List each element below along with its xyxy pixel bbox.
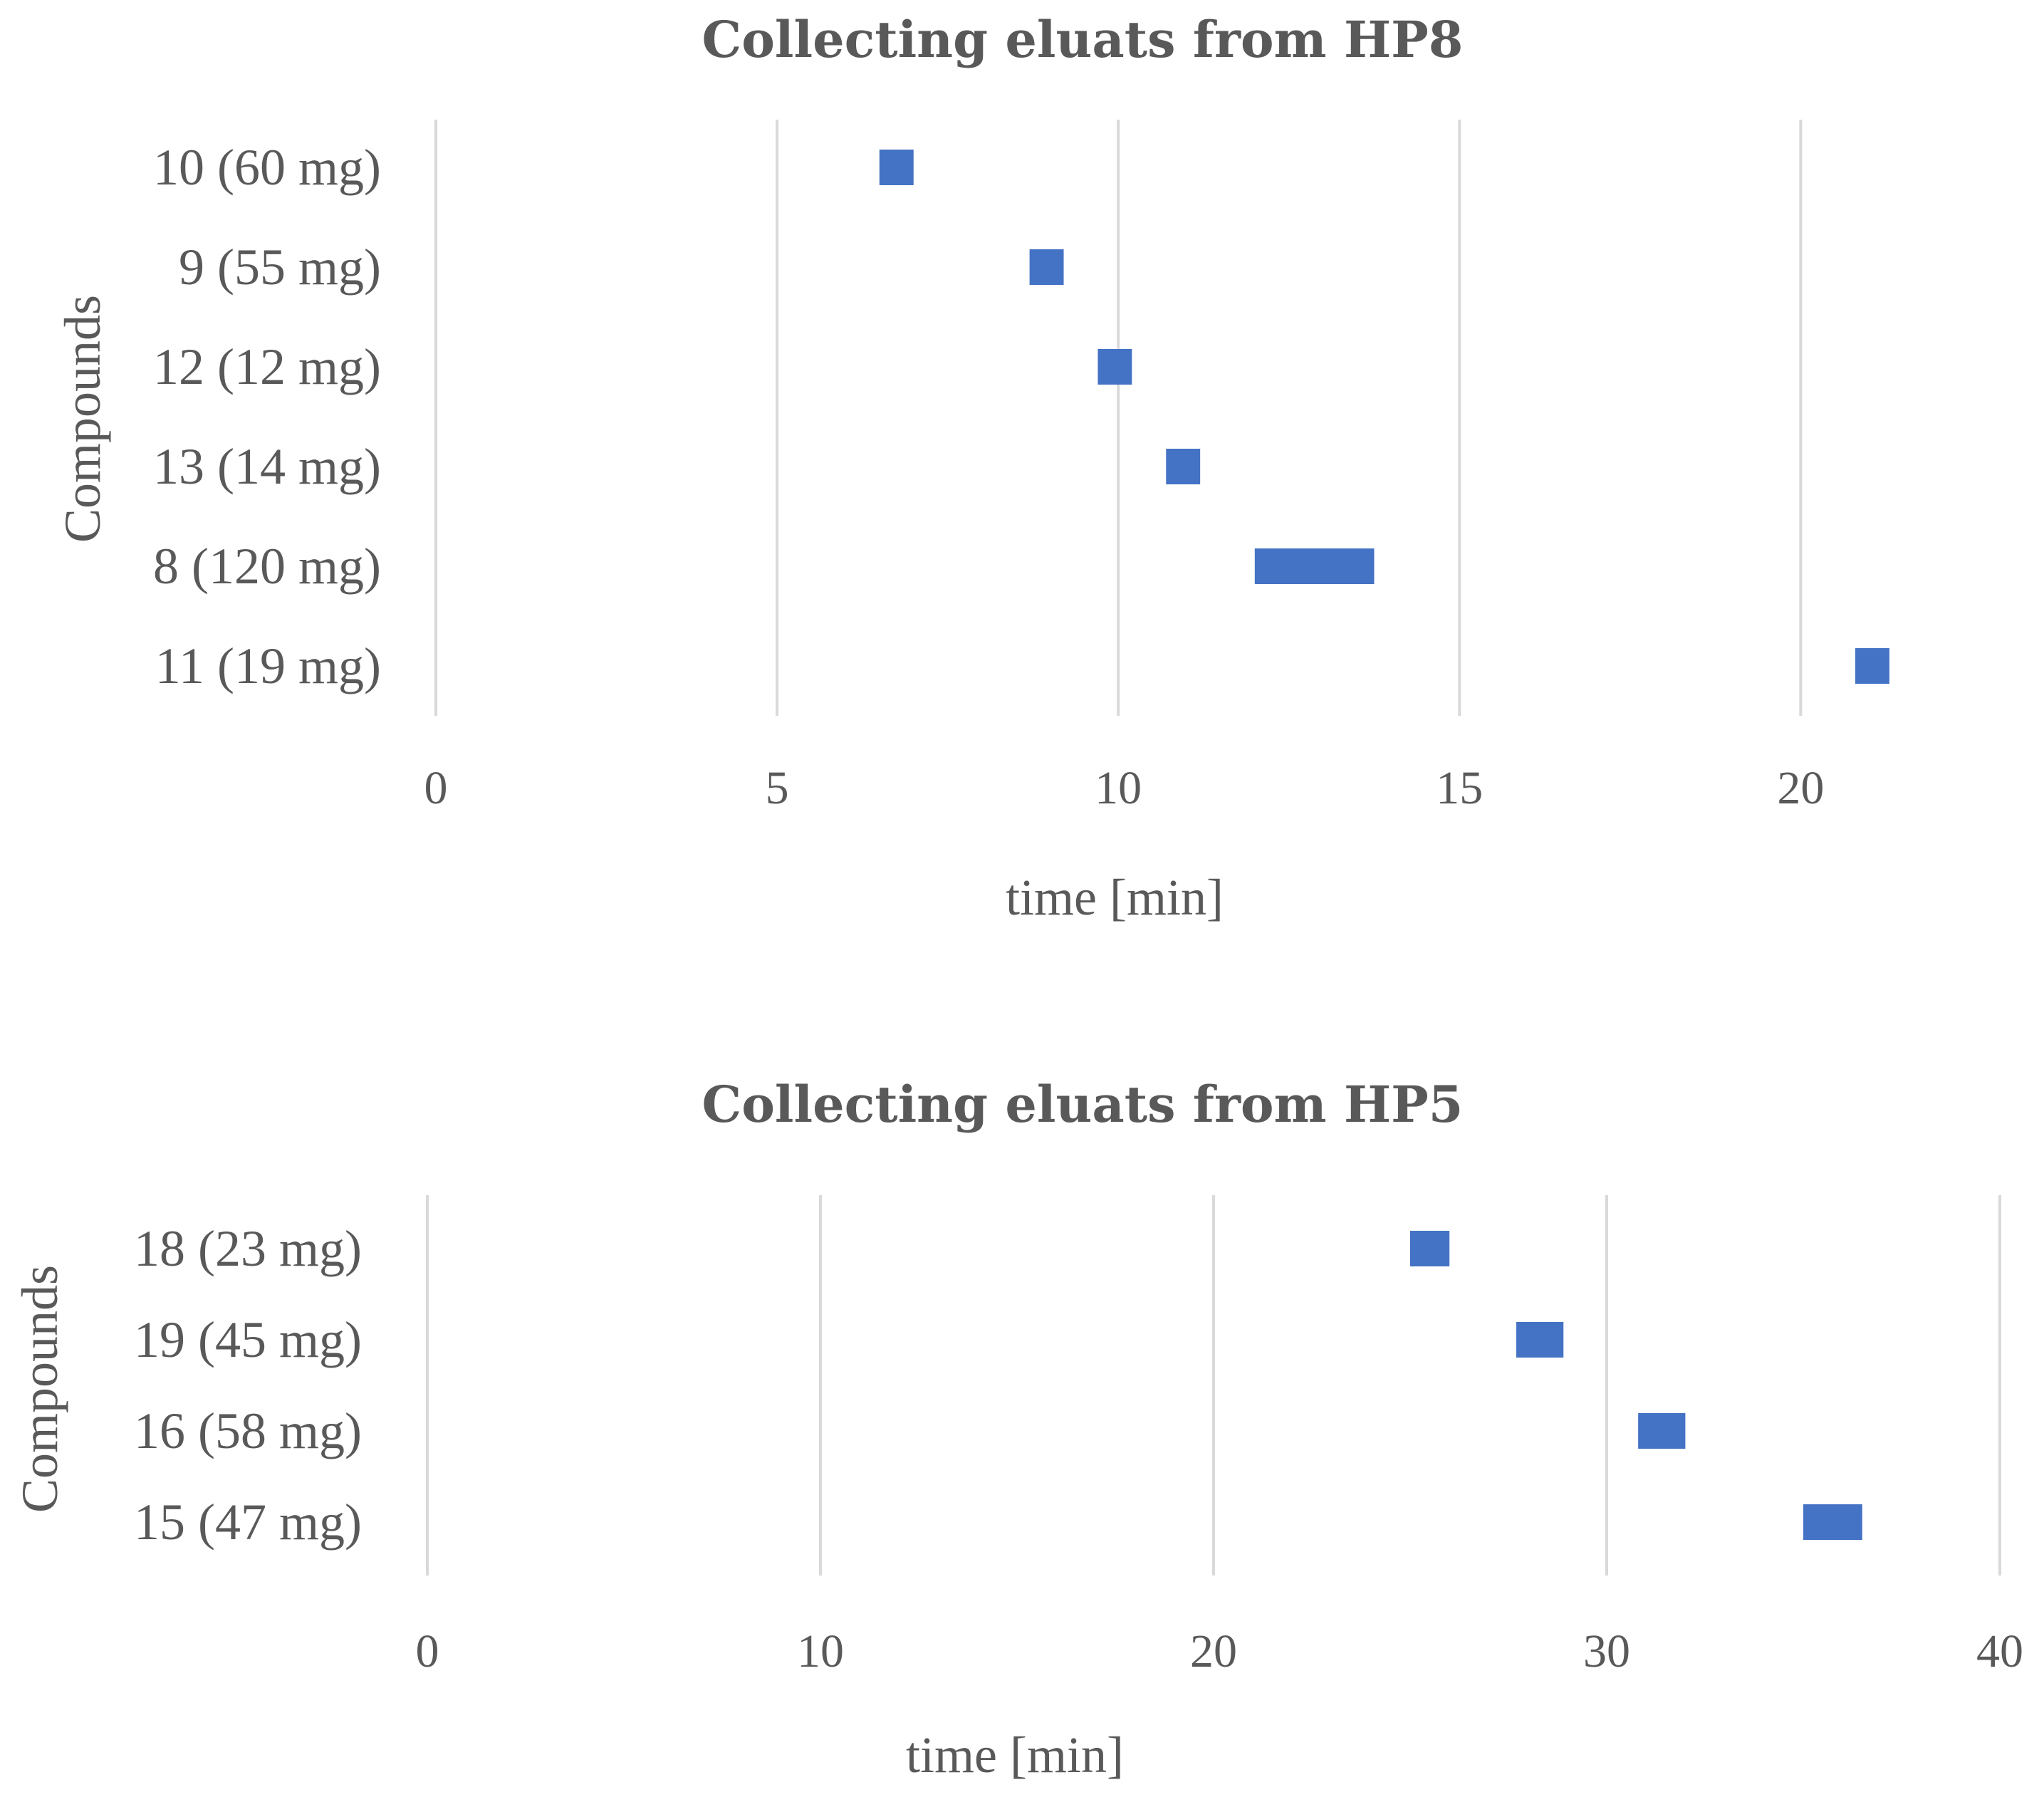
- category-label: 11 (19 mg): [155, 637, 381, 694]
- category-label: 18 (23 mg): [134, 1220, 362, 1277]
- x-tick-label: 0: [416, 1625, 439, 1677]
- category-label: 13 (14 mg): [153, 438, 381, 495]
- bar: [1803, 1504, 1862, 1540]
- y-axis-title: Compounds: [54, 295, 111, 543]
- chart-title: Collecting eluats from HP5: [702, 1075, 1464, 1134]
- x-tick-label: 15: [1436, 762, 1483, 814]
- bar: [1029, 249, 1064, 285]
- bars: [879, 150, 1889, 684]
- bar: [879, 150, 914, 185]
- x-tick-label: 10: [1095, 762, 1142, 814]
- bars: [1410, 1231, 1862, 1540]
- category-label: 10 (60 mg): [153, 139, 381, 196]
- x-tick-label: 10: [797, 1625, 844, 1677]
- x-axis-title: time [min]: [906, 1727, 1124, 1783]
- bar: [1097, 349, 1132, 385]
- category-label: 16 (58 mg): [134, 1402, 362, 1459]
- x-tick-label: 40: [1976, 1625, 2023, 1677]
- category-labels: 10 (60 mg) 9 (55 mg) 12 (12 mg) 13 (14 mg) 8…: [153, 139, 381, 694]
- bar: [1166, 449, 1201, 484]
- category-label: 15 (47 mg): [134, 1494, 362, 1551]
- chart-title: Collecting eluats from HP8: [702, 10, 1464, 69]
- x-tick-labels: 0 10 20 30 40: [416, 1625, 2024, 1677]
- x-tick-label: 5: [766, 762, 789, 814]
- x-tick-label: 0: [424, 762, 448, 814]
- bar: [1516, 1322, 1564, 1358]
- category-label: 19 (45 mg): [134, 1311, 362, 1368]
- x-tick-label: 20: [1777, 762, 1824, 814]
- chart-hp8: Collecting eluats from HP8 Compounds 10 …: [54, 10, 1889, 926]
- category-label: 8 (120 mg): [153, 538, 381, 595]
- x-tick-label: 20: [1190, 1625, 1237, 1677]
- category-label: 9 (55 mg): [179, 239, 381, 296]
- y-axis-title: Compounds: [11, 1265, 68, 1513]
- x-tick-label: 30: [1583, 1625, 1630, 1677]
- bar: [1410, 1231, 1450, 1266]
- chart-hp5: Collecting eluats from HP5 Compounds 18 …: [11, 1075, 2023, 1783]
- bar: [1254, 548, 1375, 584]
- gridlines: [434, 120, 1803, 716]
- x-axis-title: time [min]: [1006, 869, 1224, 926]
- category-labels: 18 (23 mg) 19 (45 mg) 16 (58 mg) 15 (47 mg): [134, 1220, 362, 1551]
- bar: [1638, 1413, 1686, 1449]
- x-tick-labels: 0 5 10 15 20: [424, 762, 1825, 814]
- bar: [1855, 648, 1889, 684]
- category-label: 12 (12 mg): [153, 338, 381, 395]
- gridlines: [426, 1195, 2001, 1576]
